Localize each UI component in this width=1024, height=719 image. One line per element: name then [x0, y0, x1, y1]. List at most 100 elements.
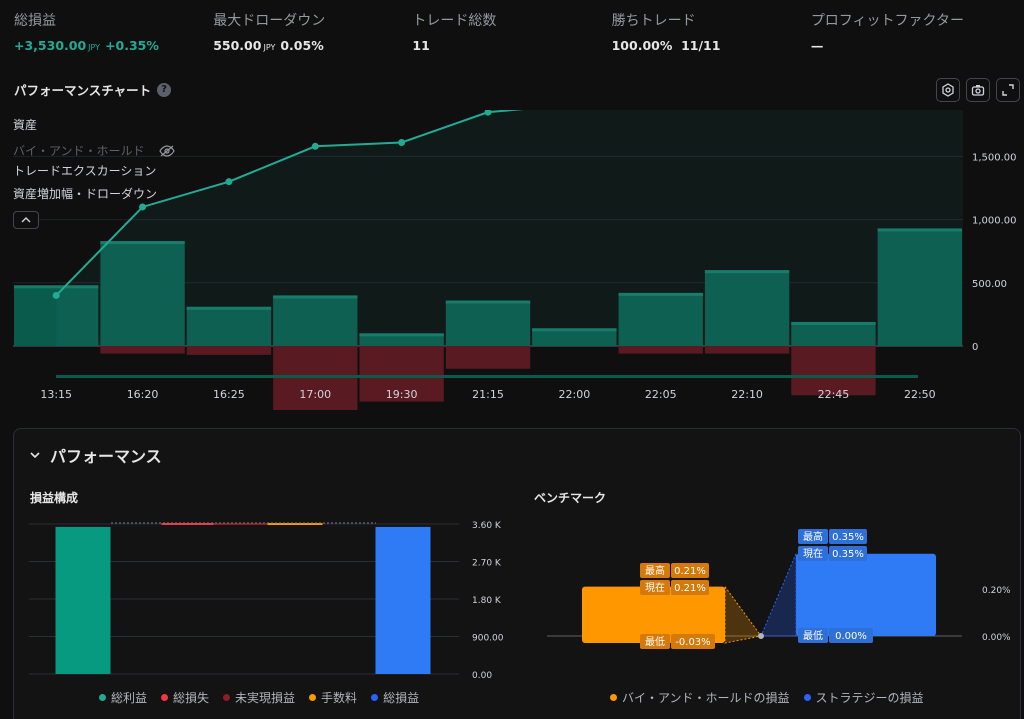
collapse-legend-button[interactable] [13, 211, 39, 229]
pnl-bar [213, 523, 269, 525]
tag-label: 最高 [645, 564, 665, 577]
x-tick-label: 16:20 [127, 388, 159, 401]
legend-buy-hold[interactable]: バイ・アンド・ホールド [13, 139, 175, 162]
runup-bar-top [704, 270, 790, 274]
legend-item[interactable]: 手数料 [309, 689, 357, 706]
x-tick-label: 22:50 [904, 388, 936, 401]
y-tick-label: 2.70 K [472, 559, 502, 569]
stat-label: 総損益 [14, 13, 56, 29]
runup-bar-top [791, 321, 876, 325]
runup-bar-top [359, 333, 444, 337]
stat-profit-factor: プロフィットファクター — [811, 10, 1010, 53]
pnl-bar [55, 526, 111, 674]
drawdown-bar [618, 346, 703, 354]
runup-bar [791, 321, 876, 346]
runup-bar-top [14, 285, 99, 289]
legend-excursion[interactable]: トレードエクスカーション [13, 164, 157, 178]
tag-bg [640, 563, 670, 578]
legend-item[interactable]: 総利益 [99, 689, 147, 706]
y-tick-label: 900.00 [472, 634, 504, 644]
tag-value: -0.03% [675, 637, 710, 648]
fullscreen-button[interactable] [996, 78, 1020, 102]
runup-bar [618, 292, 703, 346]
tag-bg [798, 546, 828, 561]
legend-item[interactable]: 未実現損益 [223, 689, 295, 706]
y-tick-label: 3.60 K [472, 521, 502, 531]
runup-bar [273, 295, 358, 346]
legend-item[interactable]: ストラテジーの損益 [803, 689, 924, 706]
expand-icon [1002, 84, 1014, 96]
tag-bg [671, 563, 709, 578]
tag-value: 0.35% [832, 532, 864, 543]
runup-bar [186, 306, 272, 346]
x-tick-label: 22:00 [559, 388, 591, 401]
stat-label: プロフィットファクター [810, 13, 964, 29]
chart-legend: 資産 バイ・アンド・ホールド トレードエクスカーション 資産増加幅・ドローダウン [13, 116, 175, 208]
tag-value: 0.35% [832, 549, 864, 560]
pnl-breakdown-chart: 3.60 K 2.70 K 1.80 K 900.00 0.00 [29, 521, 504, 679]
stat-total-trades: トレード総数 11 [412, 10, 611, 53]
y-tick-label: 0.20% [982, 586, 1010, 596]
settings-button[interactable] [936, 78, 960, 102]
panel-title: パフォーマンス [50, 447, 162, 466]
stat-winning-trades: 勝ちトレード 100.00% 11/11 [612, 10, 811, 53]
tag-value: 0.00% [835, 631, 867, 642]
equity-point [139, 203, 147, 211]
tag-bg [671, 634, 715, 649]
x-tick-label: 22:10 [731, 388, 763, 401]
runup-bar [532, 328, 617, 346]
legend-item[interactable]: 総損失 [161, 689, 209, 706]
y-tick-label: 1,500.00 [972, 152, 1017, 163]
help-icon[interactable]: ? [157, 82, 172, 97]
runup-bar-top [100, 241, 185, 245]
pnl-bar [161, 523, 217, 525]
chevron-down-icon[interactable] [30, 452, 40, 458]
chevron-up-icon [21, 217, 31, 223]
stat-value: — [810, 38, 824, 53]
tag-label: 最低 [645, 635, 665, 648]
buy-hold-connector [724, 585, 762, 644]
tag-bg [798, 628, 828, 643]
y-tick-label: 1,000.00 [972, 216, 1017, 227]
stat-value: +3,530.00 JPY +0.35% [14, 38, 159, 53]
pnl-breakdown-title: 損益構成 [30, 491, 79, 505]
tag-bg [829, 628, 873, 643]
x-tick-label: 17:00 [299, 388, 331, 401]
stat-label: 最大ドローダウン [213, 13, 326, 29]
legend-item[interactable]: 総損益 [371, 689, 419, 706]
tag-label: 現在 [645, 582, 665, 594]
screenshot-button[interactable] [966, 78, 990, 102]
x-tick-label: 22:05 [645, 388, 677, 401]
drawdown-bar [445, 346, 531, 369]
legend-item[interactable]: バイ・アンド・ホールドの損益 [610, 689, 790, 706]
performance-chart[interactable]: 13:15 16:20 16:25 17:00 19:30 21:15 22:00 22:05… [0, 110, 1024, 410]
eye-off-icon[interactable] [158, 144, 175, 157]
legend-equity[interactable]: 資産 [13, 118, 38, 132]
drawdown-bar [100, 346, 185, 354]
stat-net-profit: 総損益 +3,530.00 JPY +0.35% [14, 10, 213, 53]
tag-bg [671, 580, 709, 595]
drawdown-bar [186, 346, 272, 355]
chart-title: パフォーマンスチャート ? [14, 80, 172, 99]
chart-title-text: パフォーマンスチャート [14, 83, 152, 98]
tag-label: 最高 [803, 530, 823, 543]
tag-label: 現在 [803, 548, 823, 560]
benchmark-point [758, 633, 764, 639]
pnl-legend: 総利益 総損失 未実現損益 手数料 総損益 [99, 689, 419, 706]
y-tick-label: 0 [972, 342, 978, 353]
panel-header[interactable]: パフォーマンス [30, 443, 162, 467]
stat-label: トレード総数 [412, 13, 497, 29]
tag-value: 0.21% [674, 583, 706, 594]
runup-bar-top [618, 292, 703, 296]
runup-bar-top [186, 306, 272, 310]
equity-line [55, 110, 525, 297]
trade-strip [56, 375, 918, 378]
runup-bar-top [532, 328, 617, 332]
stats-bar: 総損益 +3,530.00 JPY +0.35% 最大ドローダウン 550.00 JP… [14, 10, 1010, 53]
y-tick-label: 500.00 [972, 279, 1007, 290]
pnl-bar [267, 523, 323, 525]
legend-runup-drawdown[interactable]: 資産増加幅・ドローダウン [13, 187, 158, 201]
stat-value: 11 [412, 38, 430, 53]
runup-bar [877, 228, 962, 346]
equity-point [52, 291, 60, 299]
